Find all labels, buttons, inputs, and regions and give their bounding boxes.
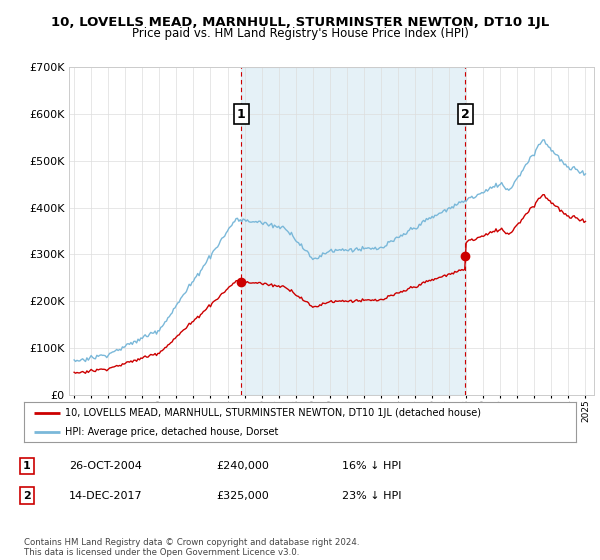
- Text: 1: 1: [23, 461, 31, 471]
- Text: 23% ↓ HPI: 23% ↓ HPI: [342, 491, 401, 501]
- Text: HPI: Average price, detached house, Dorset: HPI: Average price, detached house, Dors…: [65, 427, 279, 437]
- Text: 1: 1: [237, 108, 246, 120]
- Text: 16% ↓ HPI: 16% ↓ HPI: [342, 461, 401, 471]
- Text: £240,000: £240,000: [216, 461, 269, 471]
- Text: Price paid vs. HM Land Registry's House Price Index (HPI): Price paid vs. HM Land Registry's House …: [131, 27, 469, 40]
- Text: 14-DEC-2017: 14-DEC-2017: [69, 491, 143, 501]
- Text: 26-OCT-2004: 26-OCT-2004: [69, 461, 142, 471]
- Text: 2: 2: [23, 491, 31, 501]
- Text: Contains HM Land Registry data © Crown copyright and database right 2024.
This d: Contains HM Land Registry data © Crown c…: [24, 538, 359, 557]
- Text: 10, LOVELLS MEAD, MARNHULL, STURMINSTER NEWTON, DT10 1JL: 10, LOVELLS MEAD, MARNHULL, STURMINSTER …: [51, 16, 549, 29]
- Text: 2: 2: [461, 108, 470, 120]
- Text: £325,000: £325,000: [216, 491, 269, 501]
- Text: 10, LOVELLS MEAD, MARNHULL, STURMINSTER NEWTON, DT10 1JL (detached house): 10, LOVELLS MEAD, MARNHULL, STURMINSTER …: [65, 408, 481, 418]
